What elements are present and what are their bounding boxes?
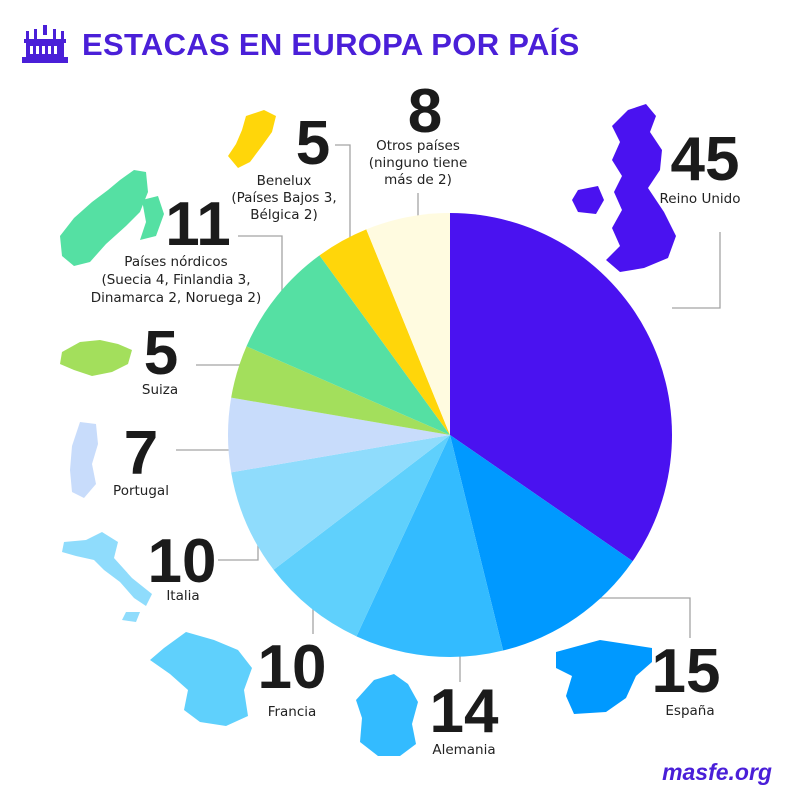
slice-label: Portugal [113, 483, 169, 499]
slice-value: 5 [144, 319, 178, 388]
slice-label: Otros países [376, 138, 460, 154]
uk-map-icon [572, 186, 604, 214]
pie-slice [231, 435, 450, 570]
slice-value: 11 [165, 190, 231, 259]
pie-slice [450, 213, 672, 562]
pie-slice [366, 213, 450, 435]
slice-label: Benelux [257, 173, 312, 189]
pie-slice [273, 435, 450, 637]
pie-slices [228, 213, 672, 657]
site-credit: masfe.org [662, 759, 772, 785]
pie-slice [356, 435, 504, 657]
leader-line [672, 232, 721, 309]
slice-value: 10 [148, 527, 217, 596]
leader-line [560, 597, 691, 638]
slice-value: 7 [124, 419, 158, 488]
slice-label: Francia [268, 704, 317, 720]
spain-map-icon [556, 640, 652, 714]
header: ESTACAS EN EUROPA POR PAÍS [22, 20, 580, 70]
slice-value: 15 [652, 637, 721, 706]
temple-icon [22, 25, 68, 63]
pie-slice [231, 346, 450, 435]
pie-slice [228, 397, 450, 473]
slice-label: (Suecia 4, Finlandia 3, [101, 272, 250, 288]
pie-slice [450, 435, 633, 651]
slice-label: Bélgica 2) [250, 207, 317, 223]
slice-label: Italia [166, 588, 199, 604]
leader-line [218, 540, 259, 561]
france-map-icon [150, 632, 252, 726]
germany-map-icon [356, 674, 418, 756]
slice-label: Alemania [432, 742, 495, 758]
slice-value: 45 [671, 125, 740, 194]
slice-value: 8 [408, 77, 442, 146]
slice-label: (Países Bajos 3, [231, 190, 336, 206]
slice-label: Suiza [142, 382, 178, 398]
nordic-map-icon [140, 196, 164, 240]
italy-map-icon [122, 612, 140, 622]
uk-map-icon [606, 104, 676, 272]
slice-label: Dinamarca 2, Noruega 2) [91, 290, 262, 306]
slice-label: (ninguno tiene [369, 155, 468, 171]
slice-value: 10 [258, 633, 327, 702]
slice-label: más de 2) [384, 172, 452, 188]
slice-value: 5 [296, 109, 330, 178]
nordic-map-icon [60, 170, 148, 266]
pie-slice [319, 229, 450, 435]
page-title: ESTACAS EN EUROPA POR PAÍS [82, 27, 580, 62]
benelux-map-icon [228, 110, 276, 168]
leader-line [335, 144, 351, 250]
switzerland-map-icon [60, 340, 132, 376]
slice-value: 14 [430, 677, 499, 746]
pie-slice [246, 255, 450, 435]
slice-label: Países nórdicos [124, 254, 227, 270]
portugal-map-icon [70, 422, 98, 498]
country-maps [60, 104, 676, 756]
leader-line [238, 235, 283, 296]
italy-map-icon [62, 532, 152, 606]
slice-label: España [665, 703, 714, 719]
slice-label: Reino Unido [660, 191, 741, 207]
